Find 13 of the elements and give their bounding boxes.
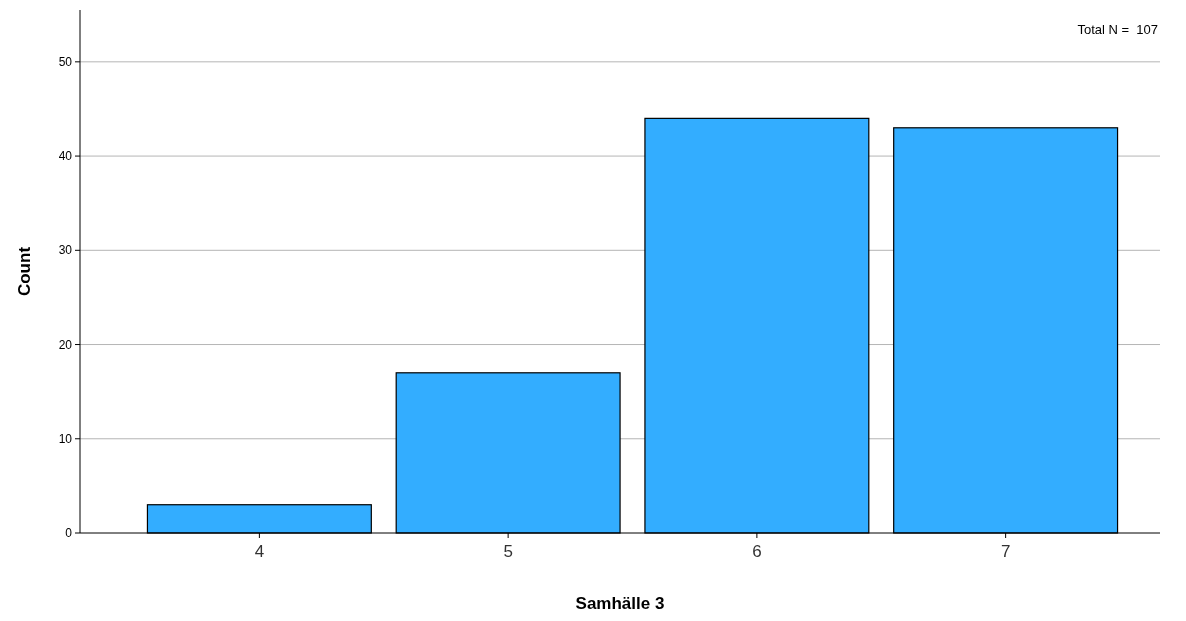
x-tick-label: 7 — [1000, 542, 1011, 561]
y-tick-label: 50 — [58, 55, 73, 70]
x-axis-title: Samhälle 3 — [575, 594, 665, 613]
y-tick-label: 0 — [65, 526, 73, 541]
y-tick-label: 40 — [58, 149, 73, 164]
y-tick-label: 30 — [58, 243, 73, 258]
x-tick-label: 5 — [503, 542, 513, 561]
x-tick-label: 4 — [254, 542, 265, 561]
annotation: Total N = 107 — [1077, 22, 1158, 37]
y-tick-label: 10 — [58, 431, 73, 446]
y-tick-label: 20 — [58, 337, 73, 352]
y-axis-title: Count — [15, 246, 34, 297]
x-tick-label: 6 — [752, 542, 762, 561]
